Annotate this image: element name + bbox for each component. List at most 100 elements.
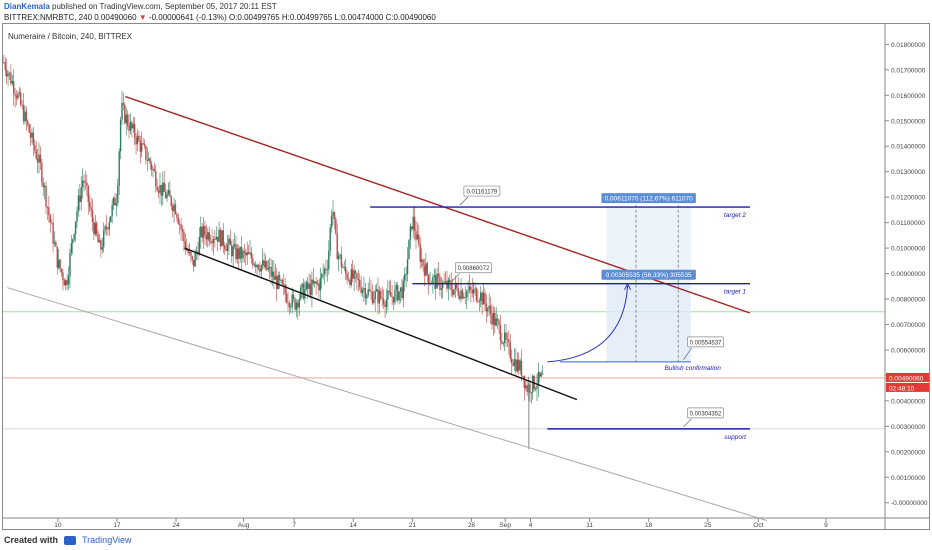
candle-body [110, 216, 112, 222]
candle-body [298, 299, 300, 308]
candle-body [229, 238, 232, 246]
candle-body [218, 229, 220, 242]
candle-body [245, 252, 247, 256]
x-tick-label: 10 [54, 522, 62, 529]
candle-body [207, 232, 209, 240]
candle-body [347, 279, 350, 281]
candle-body [435, 275, 437, 289]
candle-body [17, 93, 19, 99]
candle-body [354, 270, 357, 274]
candle-body [101, 247, 104, 250]
candle-body [34, 145, 36, 151]
candle-body [211, 241, 213, 244]
candle-body [22, 104, 25, 122]
candle-body [472, 289, 475, 294]
bullish-confirmation-label: Bullish confirmation [665, 365, 722, 372]
candle-body [259, 268, 261, 272]
candle-body [190, 251, 192, 257]
candle-body [29, 132, 32, 138]
candle-body [170, 196, 172, 207]
candle-body [31, 132, 33, 138]
candle-body [260, 265, 262, 272]
candle-body [56, 246, 58, 268]
candle-body [477, 300, 479, 302]
candle-body [25, 111, 28, 121]
candle-body [11, 81, 13, 84]
candle-body [453, 288, 455, 295]
candle-body [21, 104, 23, 106]
candle-body [7, 73, 9, 77]
candle-body [271, 271, 274, 277]
candle-body [342, 267, 344, 268]
candle-body [381, 297, 383, 299]
candle-body [223, 245, 226, 249]
candle-body [10, 72, 12, 84]
candle-body [24, 111, 26, 122]
ticker-label: BITTREX:NMRBTC, 240 [4, 13, 93, 22]
candle-body [295, 302, 298, 310]
candle-body [382, 298, 385, 305]
candle-body [12, 81, 15, 94]
candle-body [60, 268, 63, 273]
candle-body [97, 234, 99, 243]
candle-body [330, 215, 333, 228]
candle-body [178, 223, 181, 225]
author-name[interactable]: DianKemala [4, 2, 50, 11]
x-tick-label: Aug [238, 522, 250, 529]
candle-body [340, 254, 343, 268]
candle-body [157, 190, 160, 193]
candle-body [523, 375, 526, 389]
candle-body [308, 283, 310, 289]
candle-body [461, 290, 464, 299]
projection-label: 0.00305535 (56.33%) 305535 [606, 272, 692, 279]
candle-body [173, 204, 175, 212]
candle-body [465, 291, 468, 298]
candle-body [263, 260, 265, 268]
tradingview-logo-icon [64, 535, 77, 545]
candle-body [501, 340, 503, 344]
candle-body [422, 259, 424, 267]
candle-body [129, 122, 132, 131]
candle-body [425, 263, 427, 276]
candle-body [35, 150, 37, 159]
candle-body [280, 279, 282, 281]
candle-body [506, 339, 509, 341]
candle-body [314, 281, 316, 284]
candle-body [232, 246, 234, 257]
candle-body [302, 283, 305, 299]
y-tick-label: 0.01200000 [891, 195, 926, 202]
footer: Created with TradingView [4, 535, 132, 546]
chart-frame [2, 23, 930, 530]
candle-body [81, 180, 84, 188]
candle-body [53, 242, 56, 244]
candle-body [541, 373, 544, 375]
candle-body [114, 197, 116, 206]
candle-body [48, 207, 50, 216]
candle-body [4, 62, 6, 71]
candle-body [290, 306, 292, 308]
candle-body [38, 154, 40, 163]
candle-body [502, 343, 504, 344]
candle-body [128, 125, 130, 131]
x-tick-label: 21 [409, 522, 417, 529]
last-price-label: 0.00490060 [889, 375, 924, 382]
change-text: -0.00000641 (-0.13%) [148, 13, 227, 22]
candle-body [243, 250, 246, 253]
tradingview-brand[interactable]: TradingView [82, 535, 132, 545]
candle-body [276, 276, 278, 289]
candle-body [437, 273, 440, 277]
candle-body [66, 280, 68, 285]
candle-body [93, 221, 95, 235]
candle-body [138, 135, 140, 141]
candle-body [5, 70, 8, 77]
candle-body [176, 213, 178, 218]
candle-body [368, 289, 371, 291]
candle-body [141, 143, 143, 152]
candle-body [171, 206, 174, 212]
y-tick-label: 0.01100000 [891, 220, 925, 227]
candle-body [319, 277, 322, 291]
candle-body [353, 270, 355, 279]
candle-body [252, 258, 254, 266]
candle-body [526, 385, 528, 393]
